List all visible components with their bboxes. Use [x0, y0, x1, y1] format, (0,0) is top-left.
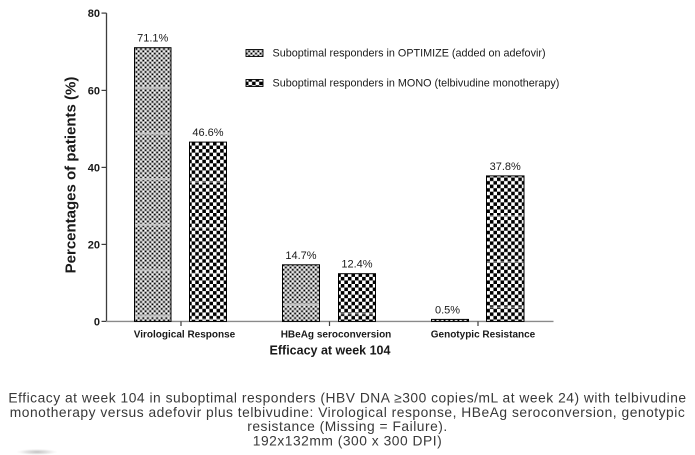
svg-text:37.8%: 37.8%	[490, 161, 521, 173]
svg-text:12.4%: 12.4%	[341, 259, 372, 271]
svg-text:192x132mm (300 x 300 DPI): 192x132mm (300 x 300 DPI)	[253, 433, 442, 448]
svg-text:resistance (Missing = Failure): resistance (Missing = Failure).	[247, 419, 448, 434]
svg-text:Virological Response: Virological Response	[134, 330, 236, 341]
svg-text:Suboptimal responders in MONO: Suboptimal responders in MONO (telbivudi…	[273, 77, 560, 89]
svg-text:Suboptimal responders in OPTIM: Suboptimal responders in OPTIMIZE (added…	[273, 47, 546, 59]
svg-text:40: 40	[88, 162, 100, 174]
svg-text:71.1%: 71.1%	[137, 33, 168, 45]
svg-text:Efficacy at week 104 in subopt: Efficacy at week 104 in suboptimal respo…	[8, 391, 686, 406]
svg-text:Percentages of patients (%): Percentages of patients (%)	[63, 77, 80, 274]
svg-text:Genotypic Resistance: Genotypic Resistance	[431, 330, 536, 341]
svg-text:monotherapy versus adefovir pl: monotherapy versus adefovir plus telbivu…	[10, 405, 686, 420]
svg-text:HBeAg seroconversion: HBeAg seroconversion	[281, 330, 392, 341]
svg-text:46.6%: 46.6%	[192, 127, 223, 139]
svg-text:Efficacy at week 104: Efficacy at week 104	[270, 344, 391, 358]
svg-text:60: 60	[88, 85, 100, 97]
svg-text:0.5%: 0.5%	[435, 304, 460, 316]
svg-text:80: 80	[88, 8, 100, 20]
svg-text:20: 20	[88, 239, 100, 251]
svg-text:0: 0	[94, 316, 100, 328]
svg-text:14.7%: 14.7%	[285, 250, 316, 262]
